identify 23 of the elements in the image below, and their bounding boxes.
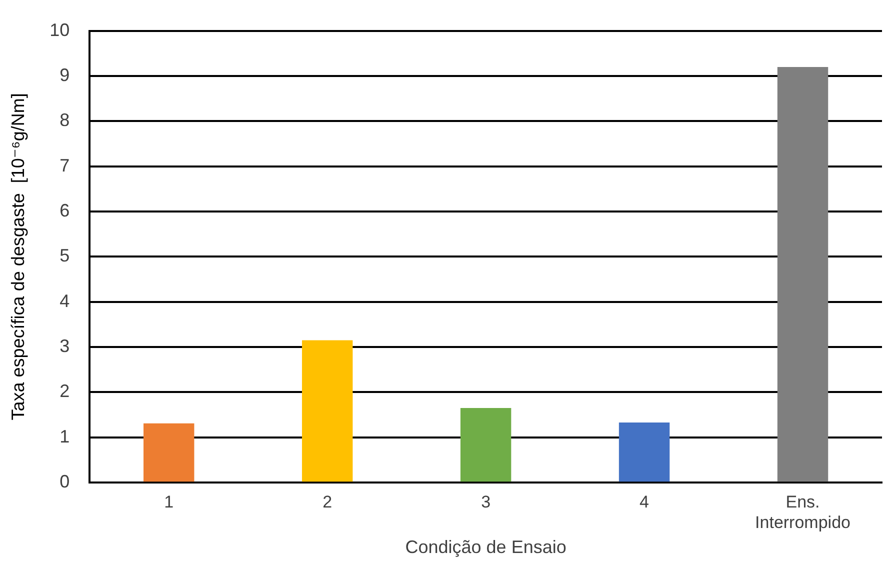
y-tick-label: 0 [60,472,70,492]
bar [302,340,353,482]
y-tick-label: 4 [60,290,70,311]
bar [144,423,194,482]
y-tick-label: 1 [60,426,70,446]
bar [618,422,670,482]
bar [460,408,512,482]
y-tick-label: 6 [60,200,70,220]
x-axis-title: Condição de Ensaio [405,537,566,558]
x-tick-label: 1 [164,492,174,512]
x-tick-label: 2 [322,492,332,512]
y-tick-label: 7 [60,155,70,176]
y-axis-title: Taxa específica de desgaste [10⁻⁶g/Nm] [8,93,28,420]
y-tick-label: 9 [60,64,70,85]
bar [777,66,828,482]
x-tick-label: 4 [640,492,650,512]
x-tick-label: Ens. Interrompido [755,492,850,532]
y-tick-label: 5 [60,246,70,266]
y-tick-label: 2 [60,381,70,402]
x-tick-label: 3 [481,492,491,512]
y-tick-label: 3 [60,336,70,356]
y-tick-label: 8 [60,110,70,130]
y-tick-label: 10 [50,20,70,40]
